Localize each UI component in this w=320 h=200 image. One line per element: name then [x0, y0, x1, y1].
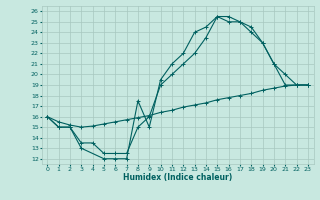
- X-axis label: Humidex (Indice chaleur): Humidex (Indice chaleur): [123, 173, 232, 182]
